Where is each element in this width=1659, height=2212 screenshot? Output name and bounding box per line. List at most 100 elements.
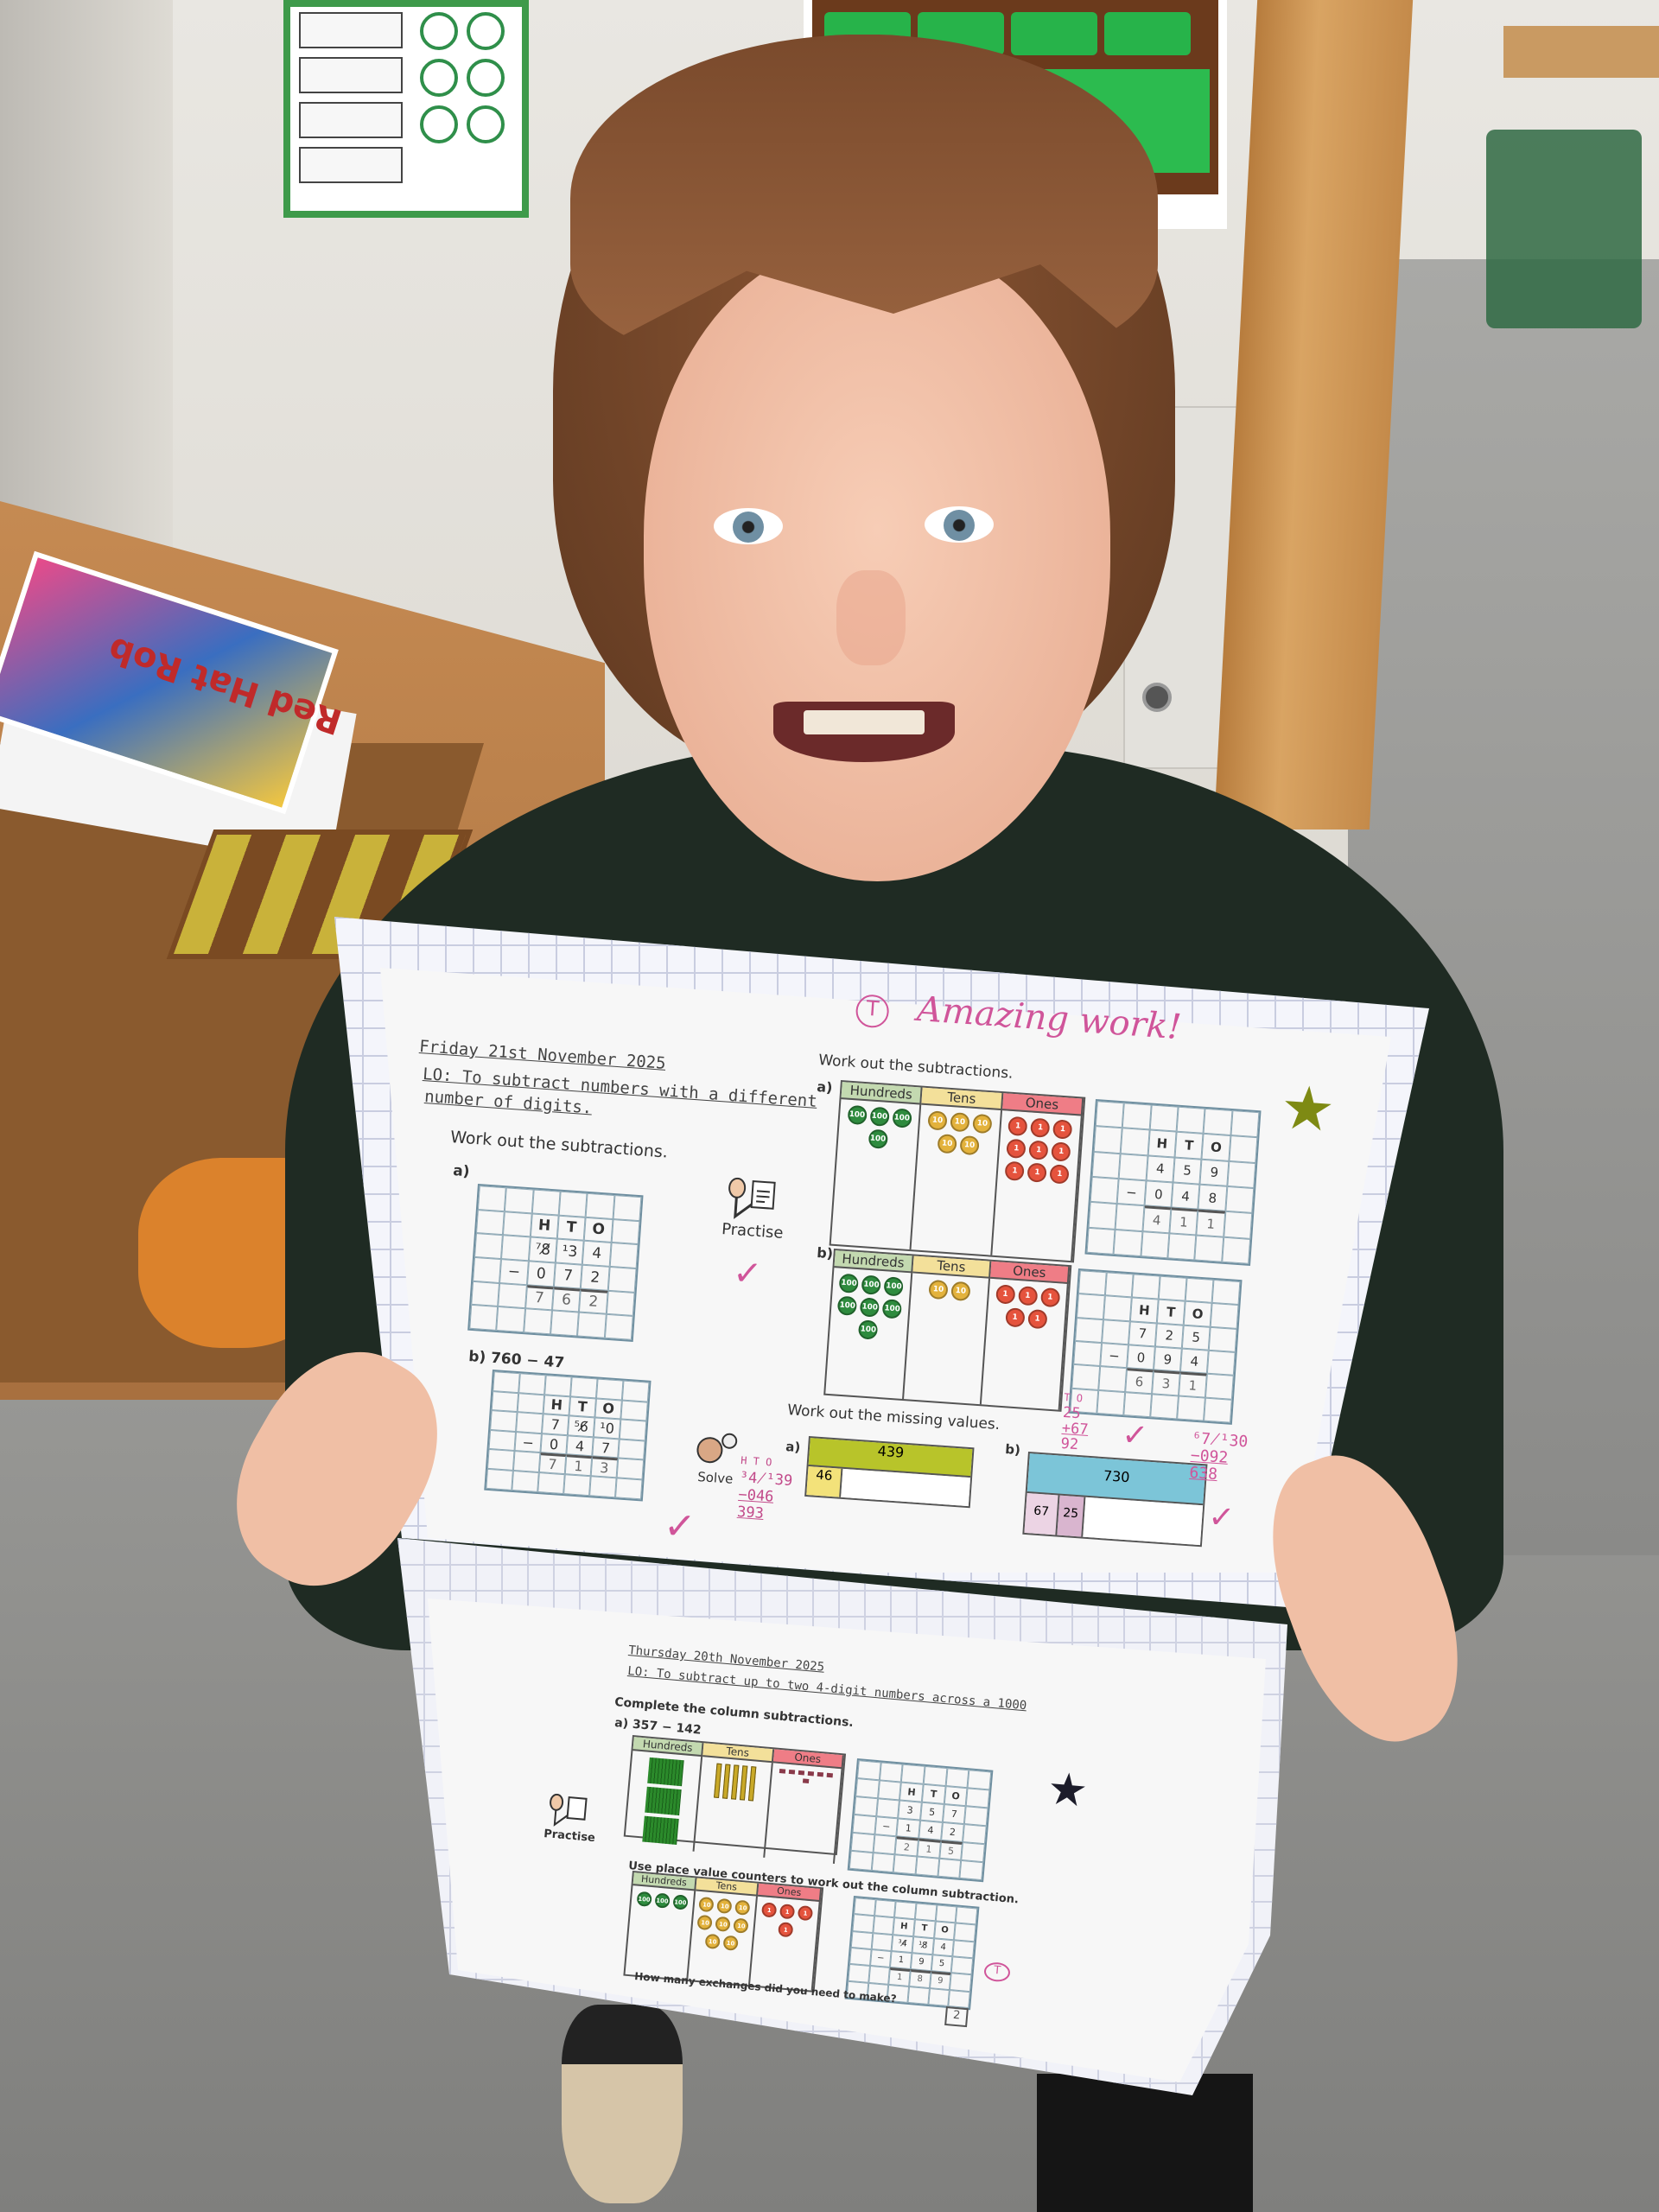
grid-digit: 5 — [931, 1955, 953, 1974]
counter-1: 1 — [1004, 1307, 1026, 1328]
grid-header: H — [899, 1782, 924, 1802]
one-cube — [779, 1769, 786, 1774]
grid-cell — [850, 1832, 875, 1853]
grid-digit: 3 — [1152, 1370, 1180, 1396]
counter-1: 1 — [797, 1904, 814, 1922]
minus-sign: − — [1116, 1179, 1147, 1206]
counter-1: 1 — [1004, 1160, 1026, 1182]
grid-cell — [537, 1472, 565, 1495]
leg — [1037, 2074, 1253, 2212]
grid-cell — [503, 1211, 532, 1237]
check-mark-icon: ✓ — [731, 1253, 764, 1295]
grid-cell — [1103, 1295, 1132, 1321]
grid-cell — [928, 1987, 950, 2007]
grid-cell — [491, 1390, 519, 1413]
hto-grid-right-a: H T O 4 5 9−0 4 8 4 1 1 — [1084, 1099, 1262, 1266]
grid-cell — [550, 1310, 580, 1337]
bar-model-a: 439 46 — [804, 1436, 975, 1509]
grid-digit: 4 — [1179, 1348, 1209, 1375]
grid-cell — [1121, 1128, 1150, 1156]
grid-cell — [1208, 1326, 1237, 1352]
counter-10: 10 — [704, 1933, 721, 1950]
bar-part: 67 — [1024, 1493, 1060, 1535]
grid-digit: 7 — [524, 1284, 554, 1311]
grid-digit: 1 — [896, 1818, 921, 1839]
grid-cell — [604, 1314, 633, 1340]
grid-cell — [621, 1380, 650, 1402]
grid-cell — [486, 1449, 515, 1471]
grid-digit: 9 — [1154, 1346, 1182, 1372]
grid-digit: 1 — [1179, 1371, 1207, 1398]
grid-cell — [1104, 1272, 1134, 1298]
grid-cell — [613, 1195, 642, 1221]
counter-10: 10 — [715, 1916, 732, 1933]
grid-cell — [1091, 1151, 1122, 1179]
grid-cell — [1131, 1274, 1160, 1300]
grid-cell — [1206, 1350, 1236, 1376]
counter-100: 100 — [859, 1297, 880, 1318]
practise-icon — [725, 1177, 779, 1224]
counter-1: 1 — [1039, 1287, 1061, 1308]
ten-rod — [747, 1766, 757, 1802]
grid-digit: 5 — [1173, 1157, 1202, 1185]
grid-digit: 1 — [564, 1454, 593, 1477]
counter-1: 1 — [1027, 1308, 1048, 1330]
one-cube — [789, 1769, 796, 1775]
grid-cell — [1123, 1391, 1153, 1418]
grid-cell — [875, 1798, 900, 1819]
grid-digit: 8 — [909, 1969, 931, 1988]
grid-cell — [1075, 1317, 1103, 1344]
column-tens: 10 10 — [903, 1273, 991, 1405]
grid-cell — [914, 1903, 938, 1922]
grid-cell — [879, 1762, 903, 1783]
grid-cell — [577, 1312, 607, 1338]
minus-sign: − — [874, 1816, 899, 1837]
column-tens: 10 10 10 10 10 10 10 10 — [687, 1891, 759, 1986]
grid-cell — [1095, 1101, 1125, 1128]
counter-100: 100 — [861, 1274, 882, 1295]
grid-header: H — [1129, 1297, 1159, 1324]
ten-rod — [714, 1763, 722, 1798]
hundred-flat — [646, 1757, 684, 1787]
grid-cell — [915, 1856, 939, 1877]
shoe — [562, 2005, 683, 2203]
grid-cell — [868, 1966, 891, 1985]
check-mark-icon: ✓ — [1207, 1499, 1236, 1537]
exchanges-answer-box: 2 — [944, 2006, 969, 2028]
grid-digit: 2 — [581, 1264, 610, 1291]
hto-grid-left-b: H T O 7 ⁵6̸ ¹0−0 4 7 7 1 3 — [484, 1370, 652, 1502]
grid-cell — [496, 1306, 525, 1333]
grid-cell — [852, 1814, 876, 1835]
counter-100: 100 — [838, 1273, 860, 1294]
grid-cell — [1098, 1366, 1128, 1392]
grid-cell — [490, 1410, 518, 1432]
grid-cell — [907, 1986, 930, 2005]
hundred-flat — [641, 1815, 679, 1845]
one-cube — [808, 1770, 815, 1777]
one-cube — [798, 1770, 805, 1776]
grid-cell — [607, 1266, 637, 1293]
door-knob — [1142, 683, 1172, 712]
grid-cell — [893, 1854, 918, 1875]
counter-100: 100 — [672, 1894, 689, 1910]
grid-cell — [894, 1901, 917, 1920]
counter-100: 100 — [837, 1295, 858, 1317]
grid-digit: 4 — [1142, 1205, 1172, 1233]
counter-100: 100 — [869, 1106, 890, 1127]
grid-cell — [1073, 1340, 1103, 1367]
grid-header: O — [944, 1786, 968, 1807]
place-value-chart-base10: Hundreds Tens Ones — [623, 1735, 847, 1864]
grid-cell — [558, 1191, 588, 1217]
hto-grid-left-a: H T O ⁷8̸ ¹3 4 −0 7 2 7 6 2 — [467, 1184, 644, 1342]
grid-header: T — [569, 1395, 596, 1418]
star-sticker-icon: ★ — [1278, 1071, 1338, 1147]
grid-cell — [531, 1189, 561, 1216]
grid-cell — [620, 1400, 648, 1421]
grid-cell — [474, 1233, 504, 1260]
face — [644, 242, 1110, 881]
grid-cell — [1090, 1176, 1119, 1205]
grid-cell — [512, 1451, 541, 1473]
grid-cell — [923, 1765, 948, 1787]
